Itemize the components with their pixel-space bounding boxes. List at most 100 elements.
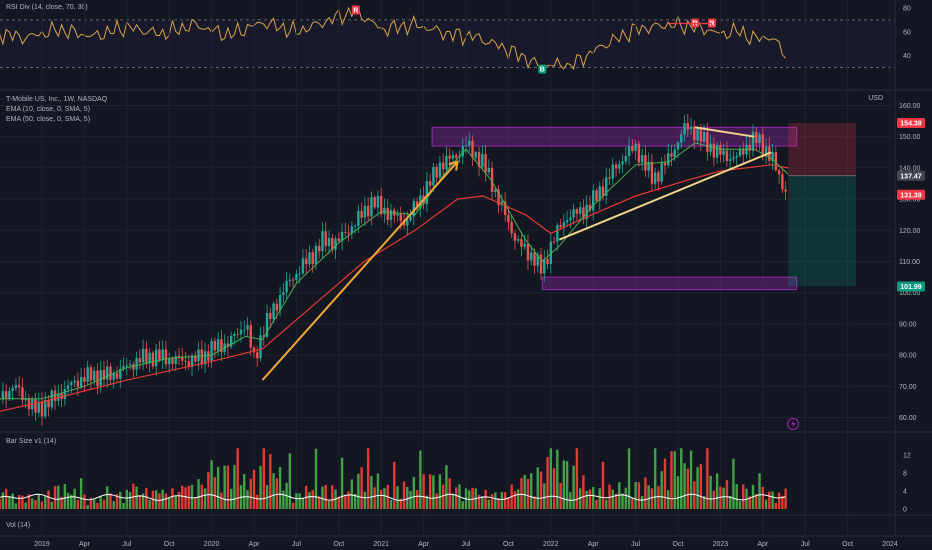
volume-bar (1, 492, 5, 509)
volume-bar (588, 489, 592, 509)
candle-body (441, 162, 445, 170)
zone-1[interactable] (541, 276, 798, 291)
volume-bar (34, 499, 37, 509)
volume-bar (494, 492, 497, 509)
candle-body (282, 292, 285, 295)
volume-bar (644, 477, 647, 509)
candle-body (269, 313, 272, 320)
candle-body (409, 216, 412, 221)
candle-body (161, 349, 164, 361)
volume-bar (422, 474, 425, 509)
candle-body (366, 205, 370, 217)
volume-bar (608, 484, 611, 509)
candle-body (44, 400, 47, 417)
volume-tick-3: 0 (903, 507, 907, 514)
candle-body (360, 210, 363, 218)
candle-body (448, 155, 451, 159)
candle-body (27, 398, 31, 410)
volume-bar (419, 450, 422, 509)
volume-bar (673, 451, 676, 509)
volume-bar (347, 491, 350, 509)
candle-body (17, 385, 21, 388)
candle-body (764, 146, 768, 156)
volume-bar (321, 486, 324, 509)
candle-body (57, 393, 60, 401)
volume-bar (764, 499, 768, 509)
zone-0[interactable] (431, 126, 798, 147)
candle-body (194, 355, 197, 362)
candle-body (549, 241, 552, 265)
volume-bar (181, 485, 184, 509)
volume-bar (37, 494, 40, 509)
candle-body (119, 368, 122, 379)
candle-body (8, 390, 11, 399)
volume-bar (663, 458, 667, 509)
price-tick-3: 130.00 (899, 197, 921, 204)
position-stop-zone[interactable] (788, 122, 857, 176)
candle-body (246, 325, 249, 330)
position-target-zone[interactable] (788, 175, 857, 287)
volume-bar (595, 499, 598, 509)
candle-body (60, 393, 63, 399)
volume-bar (438, 474, 442, 509)
trendline-arrowhead (448, 160, 459, 171)
volume-bar (699, 463, 703, 509)
candle-body (357, 210, 360, 226)
candle-body (715, 144, 719, 158)
rsi-tick-2: 40 (903, 53, 911, 60)
candle-body (490, 167, 494, 192)
candle-body (653, 172, 657, 184)
candle-body (725, 150, 729, 161)
svg-text:R: R (353, 7, 358, 14)
candle-body (569, 217, 572, 221)
volume-bar (725, 479, 729, 509)
short-position-tool (788, 122, 857, 287)
candle-body (637, 143, 641, 163)
volume-bar (86, 505, 89, 509)
candle-body (216, 339, 220, 351)
candle-body (73, 380, 76, 383)
time-tick-7: Oct (333, 541, 344, 548)
candle-body (154, 349, 158, 367)
volume-bar (393, 461, 396, 509)
ema10-legend: EMA (10, close, 0, SMA, 5) (6, 106, 90, 113)
candle-body (676, 142, 680, 150)
volume-bar (229, 488, 233, 509)
candle-body (109, 366, 112, 380)
volume-bar (406, 486, 409, 509)
candle-body (135, 358, 138, 370)
volume-bar (148, 499, 151, 509)
candle-body (40, 401, 44, 417)
volume-bar (611, 489, 614, 509)
candle-body (432, 166, 435, 186)
price-tags: 154.39 137.47 131.39 101.99 (897, 117, 925, 292)
volume-bar (135, 486, 138, 509)
volume-bar (223, 465, 226, 509)
candle-body (751, 131, 755, 151)
volume-bar (562, 460, 566, 509)
candle-body (236, 334, 239, 335)
volume-bar (184, 487, 187, 509)
volume-bar (109, 493, 112, 509)
candle-body (722, 150, 725, 155)
candle-body (373, 197, 376, 208)
candle-body (435, 166, 438, 178)
candle-body (275, 303, 279, 311)
price-tick-0: 160.00 (899, 103, 921, 110)
volume-bar (376, 473, 380, 509)
volume-bar (164, 493, 168, 509)
trendline-2[interactable] (694, 126, 755, 138)
volume-bar (432, 475, 435, 509)
time-tick-15: Oct (673, 541, 684, 548)
candle-body (239, 329, 243, 335)
candle-body (702, 132, 706, 142)
lightning-icon[interactable] (787, 418, 799, 430)
trendline-1[interactable] (558, 151, 772, 241)
candle-body (663, 163, 667, 166)
volume-bar (89, 497, 93, 509)
volume-bar (298, 493, 301, 509)
candle-body (171, 358, 174, 364)
candles (0, 113, 787, 426)
trendline-0[interactable] (261, 160, 459, 381)
